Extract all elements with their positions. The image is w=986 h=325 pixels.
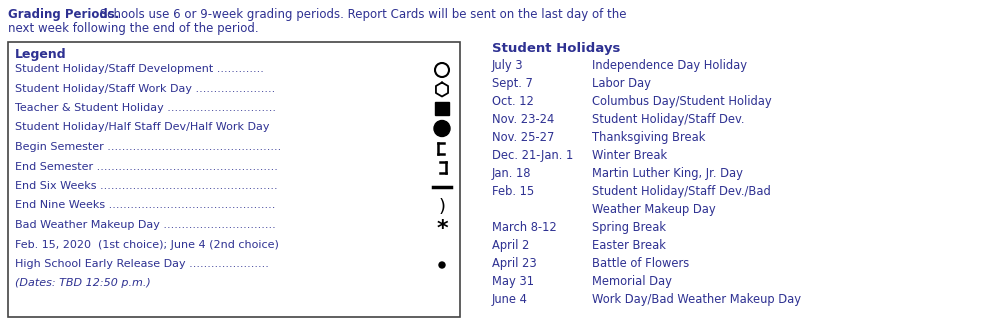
Text: Work Day/Bad Weather Makeup Day: Work Day/Bad Weather Makeup Day	[592, 293, 801, 306]
Bar	[435, 102, 449, 115]
Text: End Six Weeks .................................................: End Six Weeks ..........................…	[15, 181, 278, 191]
Text: March 8-12: March 8-12	[492, 221, 557, 234]
Text: High School Early Release Day ......................: High School Early Release Day ..........…	[15, 259, 269, 269]
Text: Begin Semester ................................................: Begin Semester .........................…	[15, 142, 281, 152]
Text: Thanksgiving Break: Thanksgiving Break	[592, 131, 705, 144]
Text: Grading Periods.: Grading Periods.	[8, 8, 119, 21]
Text: Teacher & Student Holiday ..............................: Teacher & Student Holiday ..............…	[15, 103, 276, 113]
Text: Memorial Day: Memorial Day	[592, 275, 671, 288]
Text: Nov. 23-24: Nov. 23-24	[492, 113, 554, 126]
Text: July 3: July 3	[492, 59, 524, 72]
Text: *: *	[436, 219, 448, 239]
Text: Student Holiday/Staff Work Day ......................: Student Holiday/Staff Work Day .........…	[15, 84, 275, 94]
Text: Student Holiday/Staff Dev./Bad: Student Holiday/Staff Dev./Bad	[592, 185, 771, 198]
Text: Dec. 21-Jan. 1: Dec. 21-Jan. 1	[492, 149, 573, 162]
Text: Student Holiday/Staff Development .............: Student Holiday/Staff Development ......…	[15, 64, 264, 74]
Text: May 31: May 31	[492, 275, 534, 288]
Circle shape	[434, 121, 450, 136]
Text: Labor Day: Labor Day	[592, 77, 651, 90]
Text: Student Holiday/Half Staff Dev/Half Work Day: Student Holiday/Half Staff Dev/Half Work…	[15, 123, 269, 133]
Text: April 23: April 23	[492, 257, 536, 270]
Text: Winter Break: Winter Break	[592, 149, 668, 162]
Text: Columbus Day/Student Holiday: Columbus Day/Student Holiday	[592, 95, 772, 108]
Text: Martin Luther King, Jr. Day: Martin Luther King, Jr. Day	[592, 167, 742, 180]
Text: next week following the end of the period.: next week following the end of the perio…	[8, 22, 258, 35]
Text: Weather Makeup Day: Weather Makeup Day	[592, 203, 716, 216]
Text: Sept. 7: Sept. 7	[492, 77, 532, 90]
Text: End Semester ..................................................: End Semester ...........................…	[15, 162, 278, 172]
Text: Feb. 15: Feb. 15	[492, 185, 534, 198]
Text: Battle of Flowers: Battle of Flowers	[592, 257, 689, 270]
Polygon shape	[436, 83, 448, 97]
Text: Nov. 25-27: Nov. 25-27	[492, 131, 554, 144]
Text: Oct. 12: Oct. 12	[492, 95, 533, 108]
Text: Jan. 18: Jan. 18	[492, 167, 531, 180]
Text: Easter Break: Easter Break	[592, 239, 666, 252]
Text: Student Holidays: Student Holidays	[492, 42, 620, 55]
Text: Independence Day Holiday: Independence Day Holiday	[592, 59, 747, 72]
Text: Bad Weather Makeup Day ...............................: Bad Weather Makeup Day .................…	[15, 220, 276, 230]
Text: End Nine Weeks ..............................................: End Nine Weeks .........................…	[15, 201, 275, 211]
Text: ): )	[439, 199, 446, 216]
Text: Student Holiday/Staff Dev.: Student Holiday/Staff Dev.	[592, 113, 744, 126]
Text: Spring Break: Spring Break	[592, 221, 666, 234]
Text: Feb. 15, 2020  (1st choice); June 4 (2nd choice): Feb. 15, 2020 (1st choice); June 4 (2nd …	[15, 240, 279, 250]
Text: June 4: June 4	[492, 293, 528, 306]
Text: Schools use 6 or 9-week grading periods. Report Cards will be sent on the last d: Schools use 6 or 9-week grading periods.…	[96, 8, 626, 21]
Text: (Dates: TBD 12:50 p.m.): (Dates: TBD 12:50 p.m.)	[15, 279, 151, 289]
Text: April 2: April 2	[492, 239, 529, 252]
FancyBboxPatch shape	[8, 42, 460, 317]
Text: Legend: Legend	[15, 48, 67, 61]
Circle shape	[439, 262, 445, 268]
